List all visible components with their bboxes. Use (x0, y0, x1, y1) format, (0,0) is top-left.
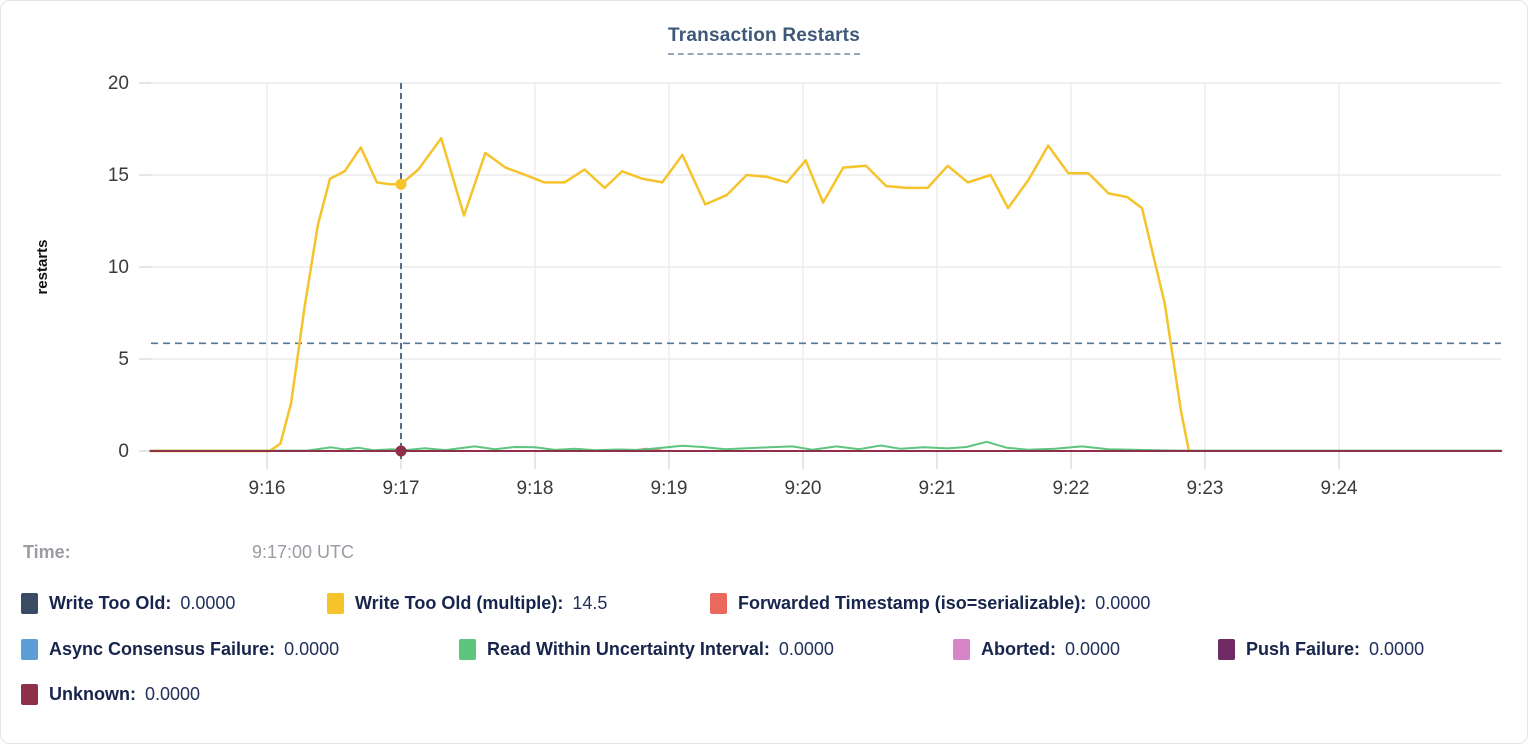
legend-value: 0.0000 (1065, 638, 1121, 659)
legend-item-push-failure: Push Failure: 0.0000 (1218, 637, 1424, 661)
legend-value: 14.5 (572, 592, 608, 613)
legend-swatch (1218, 638, 1235, 660)
legend-swatch (21, 592, 38, 614)
legend-label: Forwarded Timestamp (iso=serializable): (738, 592, 1087, 613)
legend-item-unknown: Unknown: 0.0000 (21, 682, 200, 706)
y-tick-label: 0 (118, 441, 129, 462)
time-value: 9:17:00 UTC (252, 542, 355, 562)
legend-label: Read Within Uncertainty Interval: (487, 638, 770, 659)
legend-item-write-too-old: Write Too Old: 0.0000 (21, 591, 235, 615)
legend-value: 0.0000 (1095, 592, 1151, 613)
legend-label: Write Too Old: (49, 592, 172, 613)
legend-label: Write Too Old (multiple): (355, 592, 564, 613)
y-axis-label: restarts (34, 239, 51, 294)
legend-value: 0.0000 (180, 592, 236, 613)
legend-swatch (710, 592, 727, 614)
x-tick-label: 9:24 (1321, 478, 1358, 499)
legend-label: Push Failure: (1246, 638, 1361, 659)
y-tick-label: 5 (118, 349, 129, 370)
legend-label: Unknown: (49, 683, 136, 704)
hover-time-row: Time: 9:17:00 UTC (1, 542, 1527, 566)
legend-value: 0.0000 (1369, 638, 1425, 659)
time-label: Time: (23, 542, 71, 562)
legend-value: 0.0000 (284, 638, 340, 659)
x-tick-label: 9:17 (383, 478, 420, 499)
series-line-write-too-old-multiple (149, 136, 1191, 453)
x-tick-label: 9:21 (919, 478, 956, 499)
legend-item-async-consensus-failure: Async Consensus Failure: 0.0000 (21, 637, 339, 661)
x-tick-label: 9:18 (517, 478, 554, 499)
legend-swatch (459, 638, 476, 660)
crosshair-dot-unknown (395, 445, 407, 457)
legend-swatch (21, 638, 38, 660)
crosshair-dot-write-too-old-multiple (395, 178, 407, 190)
line-chart-plot-area[interactable]: 0 5 10 15 20 9:16 9:17 9:18 9:19 9:20 9:21 9:22 9:23… (1, 1, 1528, 521)
legend-value: 0.0000 (778, 638, 834, 659)
legend-item-aborted: Aborted: 0.0000 (953, 637, 1120, 661)
chart-header: Transaction Restarts (1, 25, 1527, 55)
x-tick-label: 9:22 (1053, 478, 1090, 499)
legend-value: 0.0000 (145, 683, 201, 704)
legend-swatch (21, 683, 38, 705)
x-tick-label: 9:23 (1187, 478, 1224, 499)
legend-item-read-within-uncertainty: Read Within Uncertainty Interval: 0.0000 (459, 637, 834, 661)
y-tick-label: 10 (108, 257, 129, 278)
series-line-read-within-uncertainty-interval (149, 440, 1503, 452)
legend-item-forwarded-timestamp: Forwarded Timestamp (iso=serializable): … (710, 591, 1150, 615)
x-tick-label: 9:19 (651, 478, 688, 499)
x-tick-label: 9:16 (249, 478, 286, 499)
chart-title[interactable]: Transaction Restarts (668, 25, 860, 55)
y-tick-label: 20 (108, 73, 129, 94)
legend-item-write-too-old-multiple: Write Too Old (multiple): 14.5 (327, 591, 607, 615)
legend-swatch (953, 638, 970, 660)
legend-label: Aborted: (981, 638, 1056, 659)
legend-label: Async Consensus Failure: (49, 638, 276, 659)
legend-swatch (327, 592, 344, 614)
x-tick-label: 9:20 (785, 478, 822, 499)
y-tick-label: 15 (108, 165, 129, 186)
